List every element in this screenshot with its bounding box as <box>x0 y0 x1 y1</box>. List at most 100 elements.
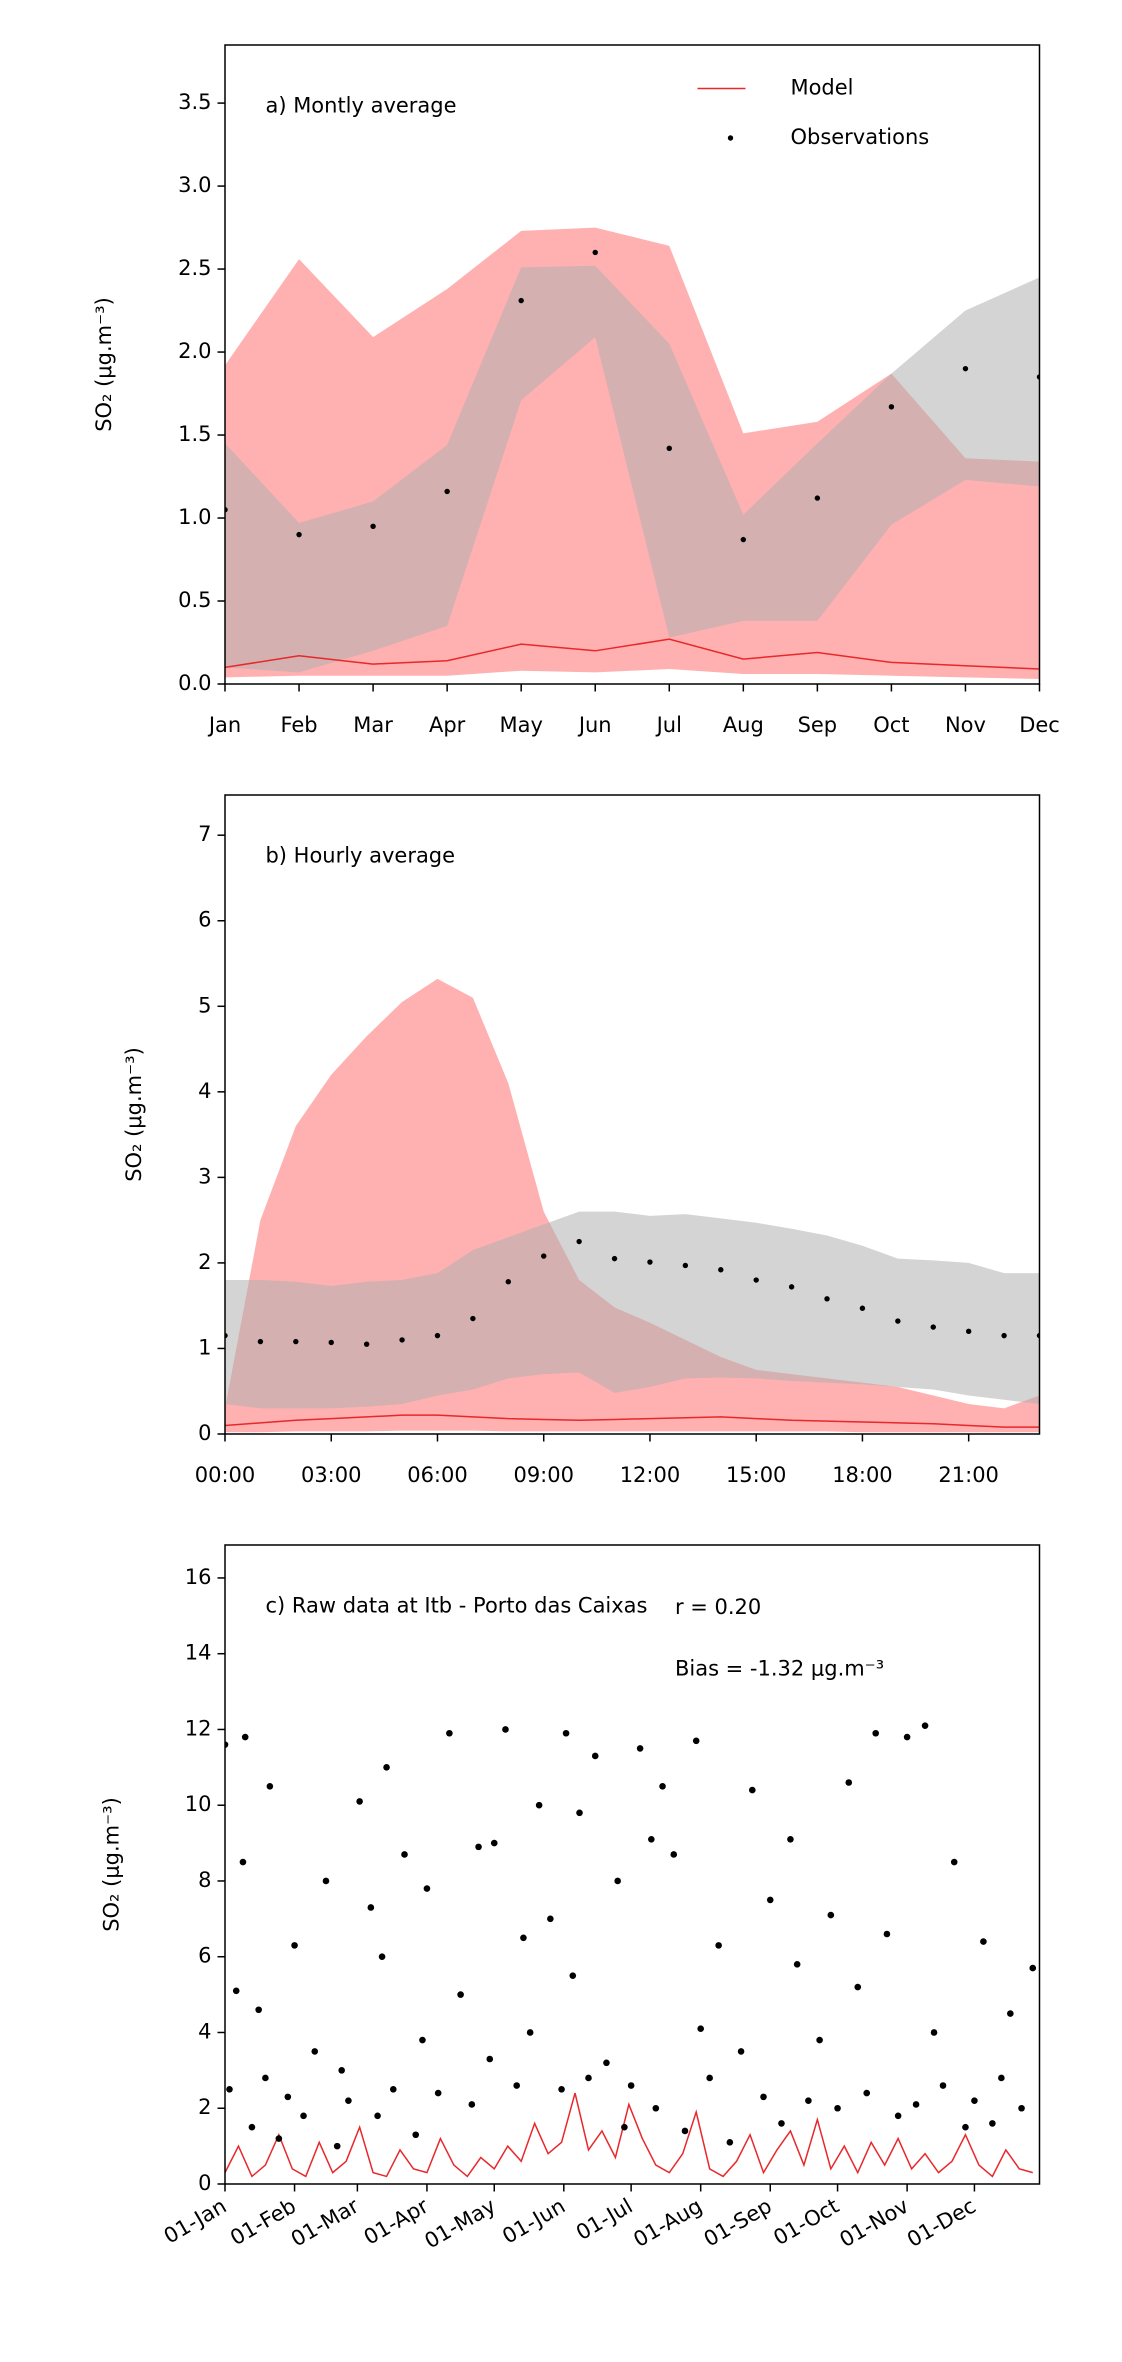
observation-dot <box>470 1315 476 1322</box>
observation-dot <box>1018 2104 1025 2112</box>
observation-dot <box>345 2097 352 2104</box>
observation-dot <box>939 2082 947 2089</box>
observation-dot <box>895 1318 901 1324</box>
observation-dot <box>370 523 376 530</box>
y-tick-label: 2.0 <box>178 339 211 363</box>
observation-dot <box>585 2074 592 2082</box>
x-tick-label: Jun <box>577 713 612 737</box>
y-tick-label: 1 <box>198 1335 211 1359</box>
observation-dot <box>356 1798 363 1805</box>
observation-dot <box>232 1987 240 1995</box>
x-tick-label: Dec <box>1019 713 1060 737</box>
observation-dot <box>541 1253 547 1259</box>
x-tick-label: Sep <box>798 713 838 737</box>
x-tick-label: Feb <box>280 713 317 737</box>
observation-dot <box>962 365 969 372</box>
observation-dot <box>291 1942 298 1949</box>
observation-dot <box>378 1953 386 1961</box>
y-tick-label: 0 <box>198 1421 211 1445</box>
observation-dot <box>468 2101 476 2108</box>
observation-dot <box>241 1733 249 1741</box>
y-tick-label: 3.5 <box>178 90 211 114</box>
observation-dot <box>434 2089 442 2097</box>
legend-dot <box>727 135 734 141</box>
observation-dot <box>793 1961 801 1968</box>
observation-dot <box>226 2086 233 2093</box>
observation-dot <box>930 1324 936 1330</box>
observation-dot <box>383 1764 390 1771</box>
observation-dot <box>502 1726 509 1733</box>
observation-dot <box>950 1858 958 1866</box>
observation-dot <box>248 2123 256 2131</box>
observation-dot <box>592 249 598 256</box>
observation-dot <box>614 1877 621 1885</box>
y-tick-label: 1.0 <box>178 505 211 529</box>
band <box>225 265 1040 673</box>
observation-dot <box>859 1305 866 1311</box>
model-line <box>225 1414 1040 1428</box>
observation-dot <box>930 2029 938 2036</box>
y-tick-label: 3 <box>198 1164 211 1188</box>
observation-dot <box>682 1262 689 1269</box>
axes-frame <box>224 1544 1041 2185</box>
observation-dot <box>293 1338 299 1345</box>
observation-dot <box>412 2131 420 2139</box>
x-tick-label: 21:00 <box>938 1463 998 1487</box>
observation-dot <box>475 1843 482 1851</box>
y-tick-label: 2.5 <box>178 256 211 280</box>
observation-dot <box>627 2082 635 2089</box>
x-tick-label: 15:00 <box>726 1463 786 1487</box>
observation-dot <box>576 1238 582 1245</box>
observation-dot <box>311 2048 319 2055</box>
observation-dot <box>513 2082 520 2089</box>
observation-dot <box>363 1341 370 1347</box>
observation-dot <box>490 1839 498 1847</box>
y-axis-label: SO₂ (μg.m⁻³) <box>122 1047 146 1182</box>
observation-dot <box>1007 2010 1014 2017</box>
y-tick-label: 2 <box>198 2095 211 2119</box>
plot-area <box>225 978 1040 1433</box>
observation-dot <box>989 2120 996 2127</box>
legend-label: Model <box>790 75 853 99</box>
observation-dot <box>681 2127 689 2135</box>
observation-dot <box>980 1938 987 1945</box>
panel-annotation: a) Montly average <box>266 93 457 117</box>
y-tick-label: 0.5 <box>178 588 211 612</box>
observation-dot <box>921 1722 929 1729</box>
observation-dot <box>562 1729 570 1737</box>
observation-dot <box>300 2112 307 2120</box>
axes-frame <box>224 44 1041 685</box>
observation-dot <box>962 2123 969 2131</box>
y-tick-label: 2 <box>198 1250 211 1274</box>
observation-dot <box>257 1338 264 1345</box>
model-line <box>225 2092 1033 2178</box>
y-tick-label: 0 <box>198 2171 211 2195</box>
observation-dot <box>737 2048 745 2055</box>
y-tick-label: 12 <box>185 1716 212 1740</box>
observation-dot <box>225 1741 229 1748</box>
observation-dot <box>636 1745 644 1752</box>
observation-dot <box>726 2139 734 2146</box>
observation-dot <box>547 1915 554 1923</box>
observation-dot <box>434 1332 441 1339</box>
observation-dot <box>998 2074 1005 2082</box>
axes-frame <box>224 794 1041 1435</box>
x-tick-label: 18:00 <box>832 1463 892 1487</box>
panel-annotation: c) Raw data at Itb - Porto das Caixas <box>266 1593 648 1617</box>
observation-dot <box>520 1934 527 1942</box>
observation-dot <box>760 2093 767 2101</box>
x-tick-label: 09:00 <box>513 1463 573 1487</box>
observation-dot <box>266 1782 274 1790</box>
plot-area <box>225 227 1040 680</box>
legend-label: Observations <box>790 125 929 149</box>
observation-dot <box>706 2074 713 2082</box>
x-tick-label: Jul <box>655 713 682 737</box>
observation-dot <box>845 1779 853 1786</box>
observation-dot <box>652 2104 660 2112</box>
x-tick-label: Apr <box>429 713 466 737</box>
observation-dot <box>903 1733 911 1741</box>
observation-dot <box>697 2025 704 2032</box>
observation-dot <box>894 2112 902 2120</box>
observation-dot <box>778 2120 785 2127</box>
